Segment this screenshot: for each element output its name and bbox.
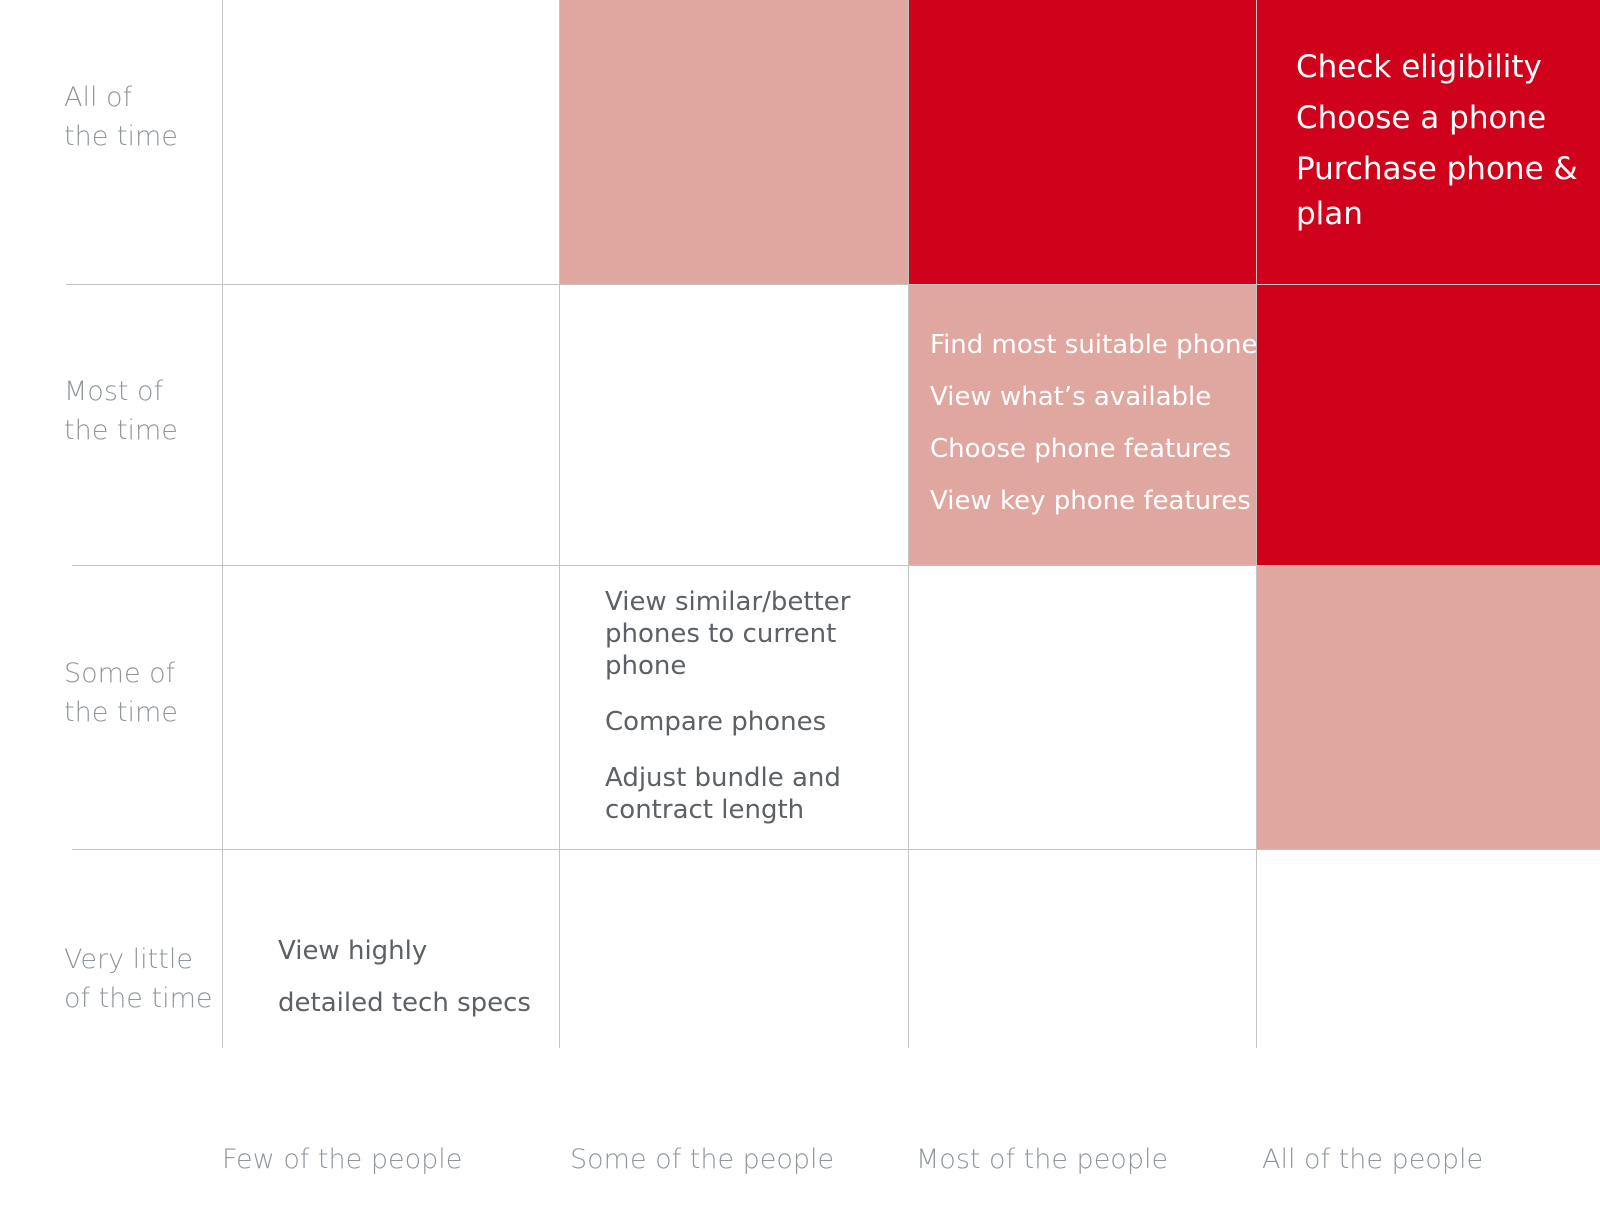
- col-label-most-people: Most of the people: [916, 1144, 1169, 1175]
- col-label-some-people: Some of the people: [570, 1144, 835, 1175]
- task-item: Choose phone features: [930, 434, 1232, 464]
- row-label-line: Most of: [64, 376, 164, 407]
- task-item: Purchase phone &: [1296, 151, 1578, 187]
- row-label-line: Very little: [64, 944, 193, 975]
- task-item: Check eligibility: [1296, 49, 1542, 85]
- task-item: Adjust bundle and contract length: [605, 762, 850, 826]
- task-group-little-time-few-people: View highly detailed tech specs: [278, 932, 531, 1022]
- grid-line-horizontal-1: [66, 284, 1600, 285]
- task-line: contract length: [605, 795, 805, 825]
- grid-line-horizontal-3: [72, 849, 1600, 850]
- grid-line-vertical-2: [559, 0, 560, 1048]
- grid-line-horizontal-2: [72, 565, 1600, 566]
- task-group-some-time-some-people: View similar/better phones to current ph…: [605, 586, 850, 826]
- task-group-most-time-most-people: Find most suitable phone View what’s ava…: [930, 326, 1258, 534]
- task-item: View what’s available: [930, 382, 1212, 412]
- row-label-line: the time: [64, 697, 178, 728]
- task-group-all-time-all-people: Check eligibility Choose a phone Purchas…: [1296, 44, 1578, 236]
- task-item: Compare phones: [605, 706, 850, 738]
- task-item: detailed tech specs: [278, 988, 531, 1018]
- row-label-little-time: Very little of the time: [64, 940, 213, 1018]
- row-label-line: All of: [64, 82, 133, 113]
- task-line: Compare phones: [605, 707, 827, 737]
- row-label-line: of the time: [64, 983, 213, 1014]
- cell-some-time-all-people: [1256, 565, 1600, 849]
- task-line: View similar/better: [605, 587, 851, 617]
- row-label-line: Some of: [64, 658, 176, 689]
- task-line: phones to current: [605, 619, 837, 649]
- task-item: View highly: [278, 936, 428, 966]
- col-label-all-people: All of the people: [1262, 1144, 1484, 1175]
- task-item: View key phone features: [930, 486, 1251, 516]
- row-label-most-time: Most of the time: [64, 372, 204, 450]
- row-label-line: the time: [64, 415, 178, 446]
- grid-line-vertical-4: [1256, 0, 1257, 1048]
- cell-most-time-most-people: [908, 284, 1256, 565]
- cell-all-time-some-people: [559, 0, 908, 284]
- col-label-few-people: Few of the people: [222, 1144, 463, 1175]
- cell-all-time-most-people: [908, 0, 1256, 284]
- grid-line-vertical-1: [222, 0, 223, 1048]
- grid-line-vertical-3: [908, 0, 909, 1048]
- task-item: Choose a phone: [1296, 100, 1547, 136]
- row-label-some-time: Some of the time: [64, 654, 204, 732]
- row-label-line: the time: [64, 121, 178, 152]
- task-item: plan: [1296, 196, 1363, 232]
- task-item: View similar/better phones to current ph…: [605, 586, 850, 682]
- task-line: phone: [605, 651, 687, 681]
- cell-most-time-all-people: [1256, 284, 1600, 565]
- cell-all-time-all-people: [1256, 0, 1600, 284]
- task-line: Adjust bundle and: [605, 763, 841, 793]
- task-item: Find most suitable phone: [930, 330, 1258, 360]
- row-label-all-time: All of the time: [64, 78, 204, 156]
